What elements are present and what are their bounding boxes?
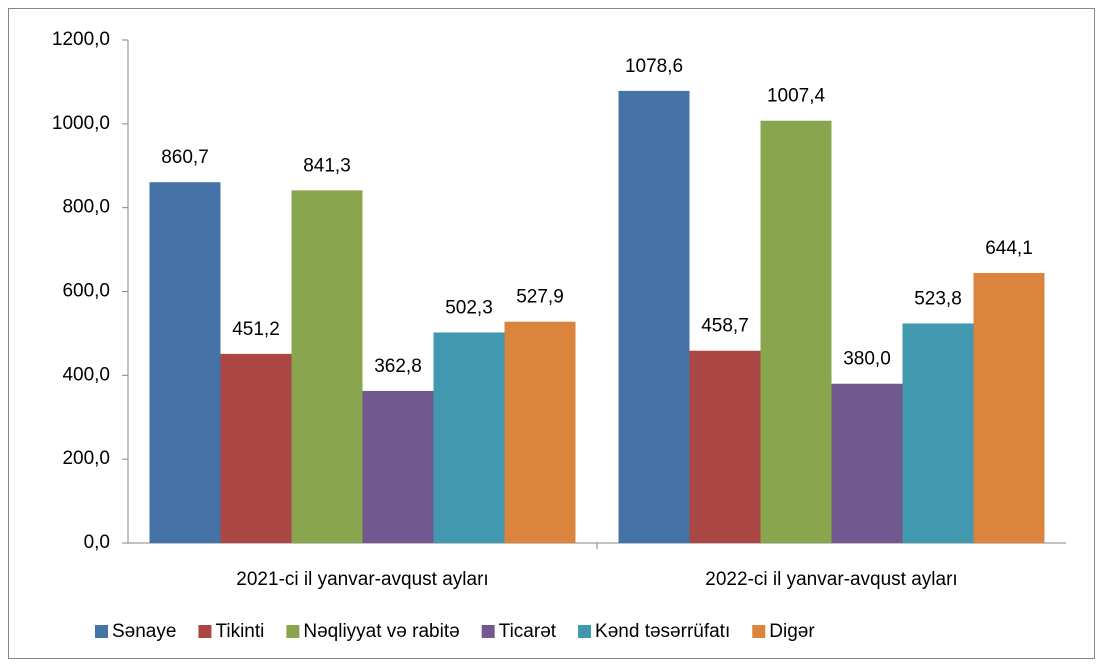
bar	[618, 90, 690, 543]
y-tick-label: 0,0	[84, 532, 110, 553]
legend-label: Tikinti	[215, 621, 264, 642]
data-label: 841,3	[303, 155, 351, 176]
legend-swatch	[286, 625, 300, 638]
x-tick-label: 2021-ci il yanvar-avqust ayları	[236, 569, 488, 590]
y-tick-label: 800,0	[62, 197, 110, 218]
data-label: 1078,6	[625, 56, 683, 77]
y-tick-label: 600,0	[62, 281, 110, 302]
legend-label: Nəqliyyat və rabitə	[303, 621, 459, 642]
y-tick-label: 400,0	[62, 364, 110, 385]
data-label: 860,7	[161, 147, 209, 168]
data-label: 644,1	[985, 238, 1033, 259]
data-label: 527,9	[516, 287, 564, 308]
data-label: 362,8	[374, 356, 422, 377]
bar	[973, 273, 1045, 543]
y-tick-label: 1000,0	[52, 113, 110, 134]
data-label: 1007,4	[767, 86, 826, 107]
bar	[433, 332, 505, 543]
data-label: 502,3	[445, 297, 493, 318]
legend-swatch	[752, 625, 766, 638]
bar	[362, 390, 434, 543]
legend-label: Ticarət	[499, 621, 557, 642]
bar	[689, 350, 761, 543]
bar	[291, 190, 363, 543]
bar	[831, 383, 903, 543]
data-label: 523,8	[914, 288, 962, 309]
legend-swatch	[198, 625, 212, 638]
y-tick-label: 1200,0	[52, 29, 110, 50]
legend-label: Sənaye	[112, 621, 176, 642]
bar	[504, 321, 576, 543]
legend-label: Kənd təsərrüfatı	[595, 621, 730, 642]
y-tick-label: 200,0	[62, 448, 110, 469]
legend-label: Digər	[769, 621, 815, 642]
data-label: 458,7	[701, 316, 749, 337]
x-tick-label: 2022-ci il yanvar-avqust ayları	[705, 569, 957, 590]
bar	[149, 182, 221, 543]
data-label: 451,2	[232, 319, 280, 340]
legend-swatch	[578, 625, 592, 638]
legend-swatch	[481, 625, 495, 638]
data-label: 380,0	[843, 349, 891, 370]
bar	[220, 353, 292, 543]
bar	[760, 120, 832, 543]
bar	[902, 323, 974, 543]
legend-swatch	[95, 625, 108, 638]
